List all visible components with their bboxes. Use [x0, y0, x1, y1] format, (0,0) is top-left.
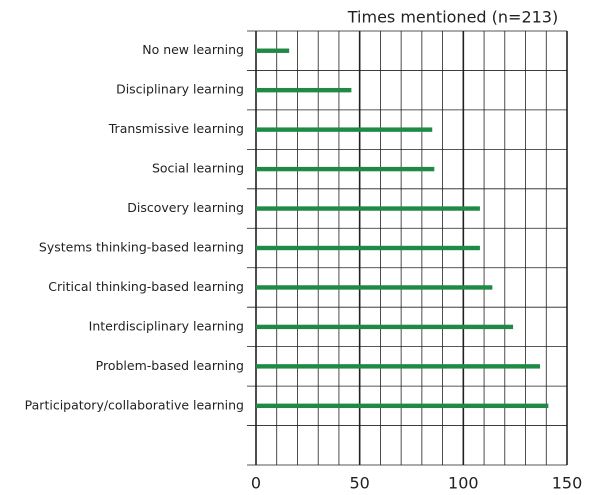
bar: [256, 127, 433, 132]
bar: [256, 285, 493, 290]
bar: [256, 48, 290, 53]
bar: [256, 166, 435, 172]
y-tick-label: Systems thinking-based learning: [39, 240, 244, 255]
y-tick-label: Transmissive learning: [108, 121, 244, 136]
y-tick-label: Social learning: [152, 161, 244, 176]
bar: [256, 245, 480, 251]
y-tick-label: Disciplinary learning: [116, 82, 244, 97]
y-tick-label: No new learning: [142, 42, 244, 57]
y-tick-label: Discovery learning: [127, 200, 244, 215]
y-tick-label: Problem-based learning: [96, 358, 244, 373]
y-tick-label: Critical thinking-based learning: [48, 279, 244, 294]
bar: [256, 206, 480, 211]
x-tick-label: 0: [251, 474, 261, 493]
x-tick-label: 100: [448, 474, 479, 493]
bar: [256, 324, 514, 330]
chart-title: Times mentioned (n=213): [347, 8, 558, 27]
bar: [256, 87, 352, 93]
bar: [256, 403, 549, 409]
bar: [256, 364, 541, 369]
x-tick-label: 50: [349, 474, 369, 493]
y-tick-label: Participatory/collaborative learning: [25, 397, 244, 412]
y-tick-label: Interdisciplinary learning: [89, 318, 244, 333]
x-tick-label: 150: [552, 474, 583, 493]
